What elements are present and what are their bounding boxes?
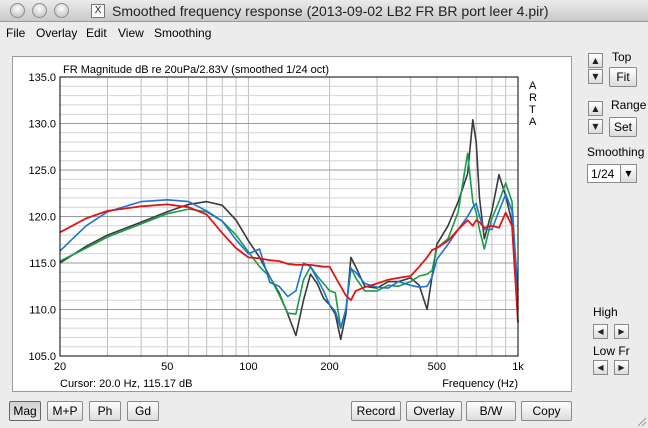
y-tick-label: 115.0	[29, 258, 56, 270]
data-series	[59, 118, 519, 341]
high-left-button[interactable]: ◀	[593, 324, 608, 339]
lowfr-left-button[interactable]: ◀	[593, 360, 608, 375]
series-line-3	[59, 193, 519, 329]
range-label: Range	[611, 98, 647, 112]
top-up-button[interactable]: ▲	[588, 53, 603, 68]
menu-smoothing[interactable]: Smoothing	[154, 26, 212, 40]
y-tick-label: 105.0	[28, 351, 56, 363]
cursor-readout: Cursor: 20.0 Hz, 115.17 dB	[60, 378, 192, 390]
lowfr-right-button[interactable]: ▶	[614, 360, 629, 375]
mp-button[interactable]: M+P	[47, 401, 83, 421]
chart-title: FR Magnitude dB re 20uPa/2.83V (smoothed…	[63, 64, 329, 76]
close-window-button[interactable]	[10, 3, 25, 18]
y-tick-label: 125.0	[28, 165, 56, 177]
chart-svg: 105.0 110.0 115.0 120.0 125.0 130.0 135.0 20 50 1…	[28, 64, 537, 390]
y-tick-label: 135.0	[28, 72, 56, 84]
menu-bar: File Overlay Edit View Smoothing	[0, 24, 648, 42]
top-down-button[interactable]: ▼	[588, 69, 603, 84]
axis-ticks: 105.0 110.0 115.0 120.0 125.0 130.0 135.0 20 50 1…	[28, 72, 524, 373]
ph-button[interactable]: Ph	[89, 401, 121, 421]
plot-frame	[59, 76, 519, 357]
menu-edit[interactable]: Edit	[86, 26, 107, 40]
menu-overlay[interactable]: Overlay	[36, 26, 78, 40]
high-label: High	[593, 305, 618, 319]
frequency-response-plot[interactable]: 105.0 110.0 115.0 120.0 125.0 130.0 135.0 20 50 1…	[12, 56, 572, 392]
gd-button[interactable]: Gd	[127, 401, 159, 421]
x-tick-label: 100	[239, 361, 257, 373]
x-tick-label: 20	[54, 361, 66, 373]
chevron-down-icon: ▼	[620, 165, 636, 182]
x-tick-label: 200	[320, 361, 338, 373]
resize-grip-icon[interactable]	[635, 415, 647, 427]
menu-file[interactable]: File	[6, 26, 26, 40]
x11-app-icon: X	[91, 4, 105, 18]
minimize-window-button[interactable]	[32, 3, 47, 18]
smoothing-select[interactable]: 1/24 ▼	[587, 164, 637, 183]
x-tick-label: 1k	[512, 361, 524, 373]
copy-button[interactable]: Copy	[521, 401, 572, 421]
fit-button[interactable]: Fit	[609, 67, 637, 87]
bw-button[interactable]: B/W	[466, 401, 516, 421]
window-title: Smoothed frequency response (2013-09-02 …	[112, 3, 549, 19]
lowfr-label: Low Fr	[593, 344, 630, 358]
menu-view[interactable]: View	[118, 26, 144, 40]
title-bar: X Smoothed frequency response (2013-09-0…	[0, 0, 648, 22]
mag-button[interactable]: Mag	[9, 401, 41, 421]
y-tick-label: 130.0	[28, 119, 56, 131]
x-tick-label: 50	[161, 361, 173, 373]
overlay-button[interactable]: Overlay	[406, 401, 462, 421]
top-label: Top	[612, 50, 632, 64]
y-tick-label: 110.0	[29, 305, 56, 317]
range-down-button[interactable]: ▼	[588, 119, 603, 134]
grid-lines	[60, 77, 518, 356]
series-line-4	[59, 203, 519, 323]
x-axis-label: Frequency (Hz)	[442, 378, 518, 390]
x-tick-label: 500	[428, 361, 446, 373]
zoom-window-button[interactable]	[54, 3, 69, 18]
smoothing-value: 1/24	[591, 167, 615, 181]
high-right-button[interactable]: ▶	[614, 324, 629, 339]
smoothing-label: Smoothing	[587, 145, 645, 159]
set-button[interactable]: Set	[609, 117, 637, 137]
range-up-button[interactable]: ▲	[588, 101, 603, 116]
y-tick-label: 120.0	[28, 212, 56, 224]
record-button[interactable]: Record	[351, 401, 401, 421]
